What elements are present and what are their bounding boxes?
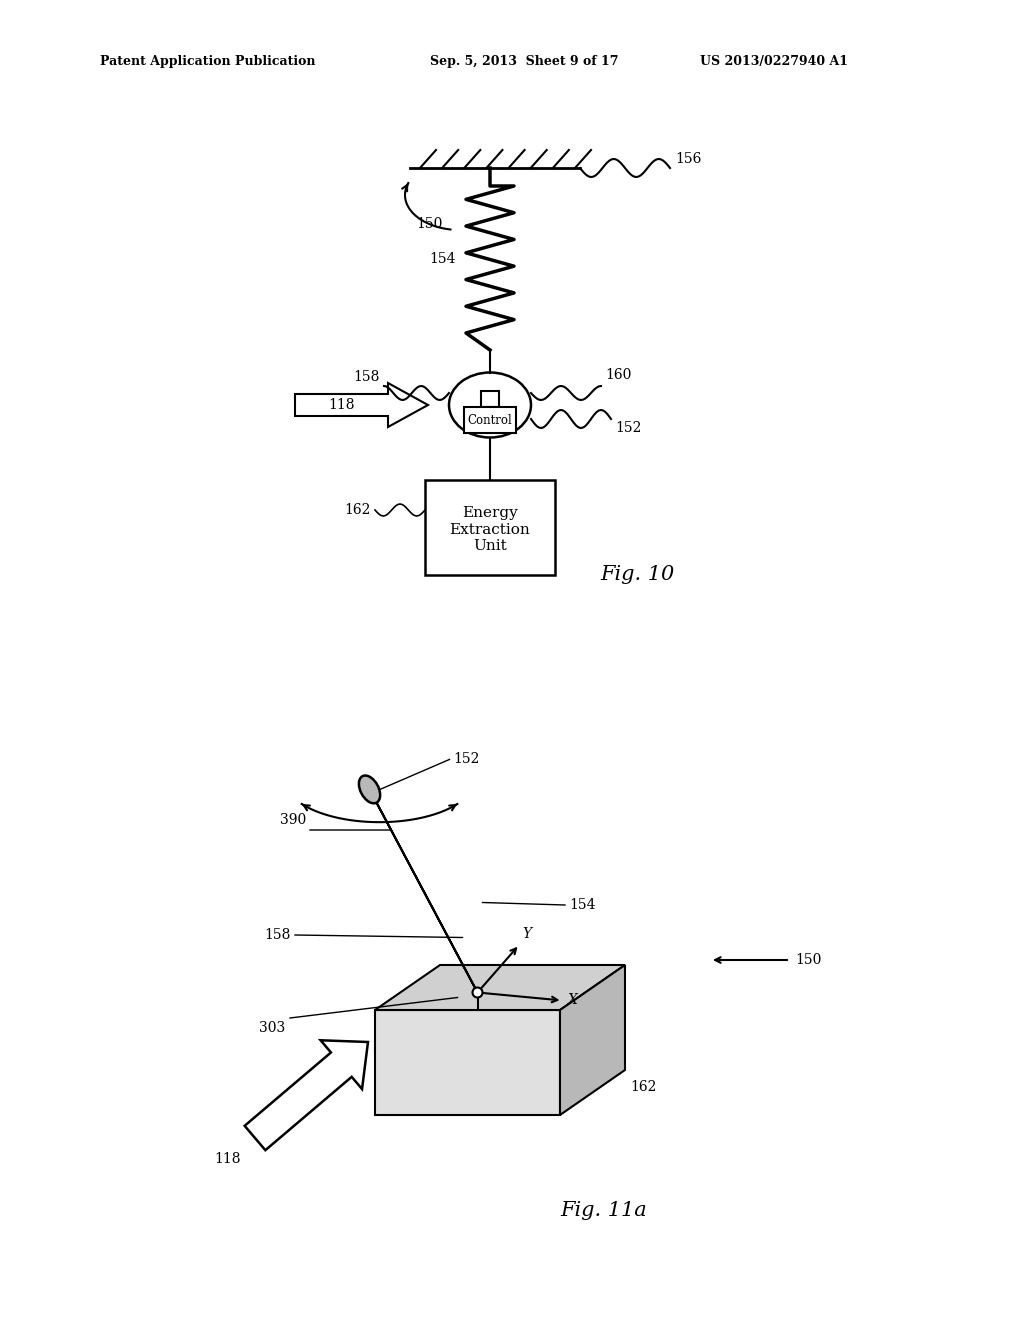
Polygon shape	[560, 965, 625, 1115]
Text: Fig. 11a: Fig. 11a	[560, 1200, 647, 1220]
Polygon shape	[375, 1010, 560, 1115]
Text: 154: 154	[429, 252, 456, 267]
Ellipse shape	[358, 776, 380, 804]
Polygon shape	[295, 383, 428, 426]
Bar	[481, 391, 499, 407]
Text: 150: 150	[416, 218, 442, 231]
Text: Unit: Unit	[473, 539, 507, 553]
Text: 162: 162	[345, 503, 371, 517]
Circle shape	[472, 987, 482, 998]
Text: 118: 118	[214, 1152, 241, 1166]
Text: 390: 390	[280, 813, 306, 828]
Text: 303: 303	[259, 1020, 285, 1035]
Text: 158: 158	[264, 928, 291, 942]
Text: Patent Application Publication: Patent Application Publication	[100, 55, 315, 69]
Ellipse shape	[449, 372, 531, 437]
Text: Y: Y	[522, 927, 531, 940]
Text: Sep. 5, 2013  Sheet 9 of 17: Sep. 5, 2013 Sheet 9 of 17	[430, 55, 618, 69]
Bar	[464, 407, 516, 433]
Text: 154: 154	[569, 898, 596, 912]
Text: 152: 152	[454, 752, 480, 767]
Text: Fig. 10: Fig. 10	[600, 565, 674, 585]
Text: 152: 152	[615, 421, 641, 436]
Text: Control: Control	[468, 413, 512, 426]
Polygon shape	[375, 965, 625, 1010]
Text: X: X	[567, 994, 578, 1007]
Text: 160: 160	[605, 368, 632, 381]
Text: 150: 150	[795, 953, 821, 968]
Bar	[425, 480, 555, 576]
Text: 162: 162	[630, 1080, 656, 1094]
Text: Energy: Energy	[462, 507, 518, 520]
Text: 156: 156	[675, 152, 701, 166]
Polygon shape	[245, 1040, 368, 1150]
Polygon shape	[368, 785, 479, 997]
Text: 158: 158	[353, 370, 380, 384]
Text: Extraction: Extraction	[450, 523, 530, 536]
Text: 118: 118	[329, 399, 354, 412]
Text: US 2013/0227940 A1: US 2013/0227940 A1	[700, 55, 848, 69]
